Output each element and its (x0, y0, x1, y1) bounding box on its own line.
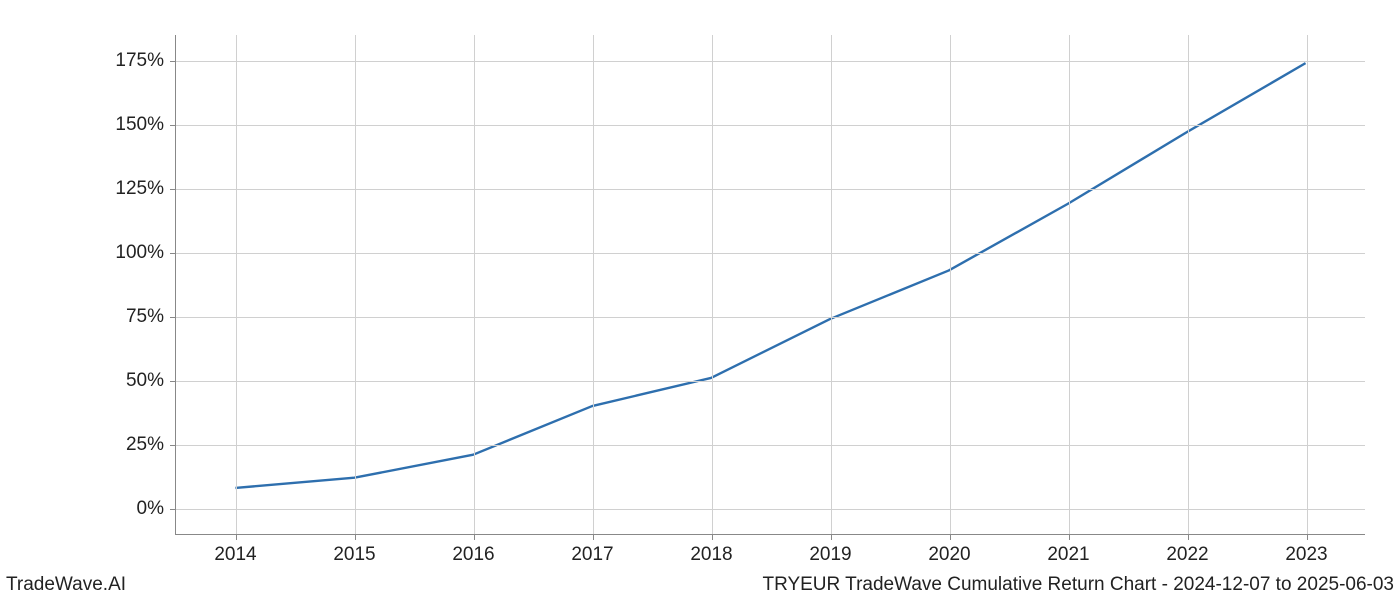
y-tick-label: 75% (126, 306, 164, 328)
y-tick-label: 150% (115, 114, 164, 136)
grid-line-vertical (236, 35, 237, 534)
grid-line-vertical (1069, 35, 1070, 534)
grid-line-vertical (712, 35, 713, 534)
grid-line-vertical (1307, 35, 1308, 534)
y-tick-label: 50% (126, 370, 164, 392)
x-tick-label: 2021 (1047, 544, 1089, 566)
grid-line-vertical (474, 35, 475, 534)
x-tick-mark (474, 534, 475, 540)
y-tick-label: 125% (115, 178, 164, 200)
x-tick-label: 2023 (1285, 544, 1327, 566)
data-line (235, 63, 1305, 488)
y-tick-mark (170, 189, 176, 190)
chart-container: 0%25%50%75%100%125%150%175%2014201520162… (175, 35, 1365, 535)
x-tick-label: 2014 (214, 544, 256, 566)
y-tick-mark (170, 317, 176, 318)
x-tick-mark (831, 534, 832, 540)
grid-line-vertical (1188, 35, 1189, 534)
footer-right-label: TRYEUR TradeWave Cumulative Return Chart… (762, 574, 1394, 596)
y-tick-label: 25% (126, 434, 164, 456)
y-tick-mark (170, 509, 176, 510)
footer-left-label: TradeWave.AI (6, 574, 126, 596)
x-tick-mark (593, 534, 594, 540)
grid-line-vertical (593, 35, 594, 534)
grid-line-vertical (355, 35, 356, 534)
y-tick-label: 175% (115, 50, 164, 72)
y-tick-label: 100% (115, 242, 164, 264)
y-tick-mark (170, 253, 176, 254)
x-tick-mark (712, 534, 713, 540)
y-tick-mark (170, 125, 176, 126)
x-tick-mark (950, 534, 951, 540)
x-tick-mark (1069, 534, 1070, 540)
y-tick-mark (170, 381, 176, 382)
x-tick-mark (1307, 534, 1308, 540)
y-tick-mark (170, 61, 176, 62)
x-tick-label: 2019 (809, 544, 851, 566)
plot-area: 0%25%50%75%100%125%150%175%2014201520162… (175, 35, 1365, 535)
x-tick-label: 2018 (690, 544, 732, 566)
x-tick-mark (1188, 534, 1189, 540)
x-tick-label: 2020 (928, 544, 970, 566)
x-tick-label: 2016 (452, 544, 494, 566)
y-tick-label: 0% (137, 498, 164, 520)
grid-line-vertical (950, 35, 951, 534)
x-tick-label: 2017 (571, 544, 613, 566)
y-tick-mark (170, 445, 176, 446)
x-tick-label: 2015 (333, 544, 375, 566)
x-tick-mark (236, 534, 237, 540)
x-tick-mark (355, 534, 356, 540)
grid-line-vertical (831, 35, 832, 534)
x-tick-label: 2022 (1166, 544, 1208, 566)
